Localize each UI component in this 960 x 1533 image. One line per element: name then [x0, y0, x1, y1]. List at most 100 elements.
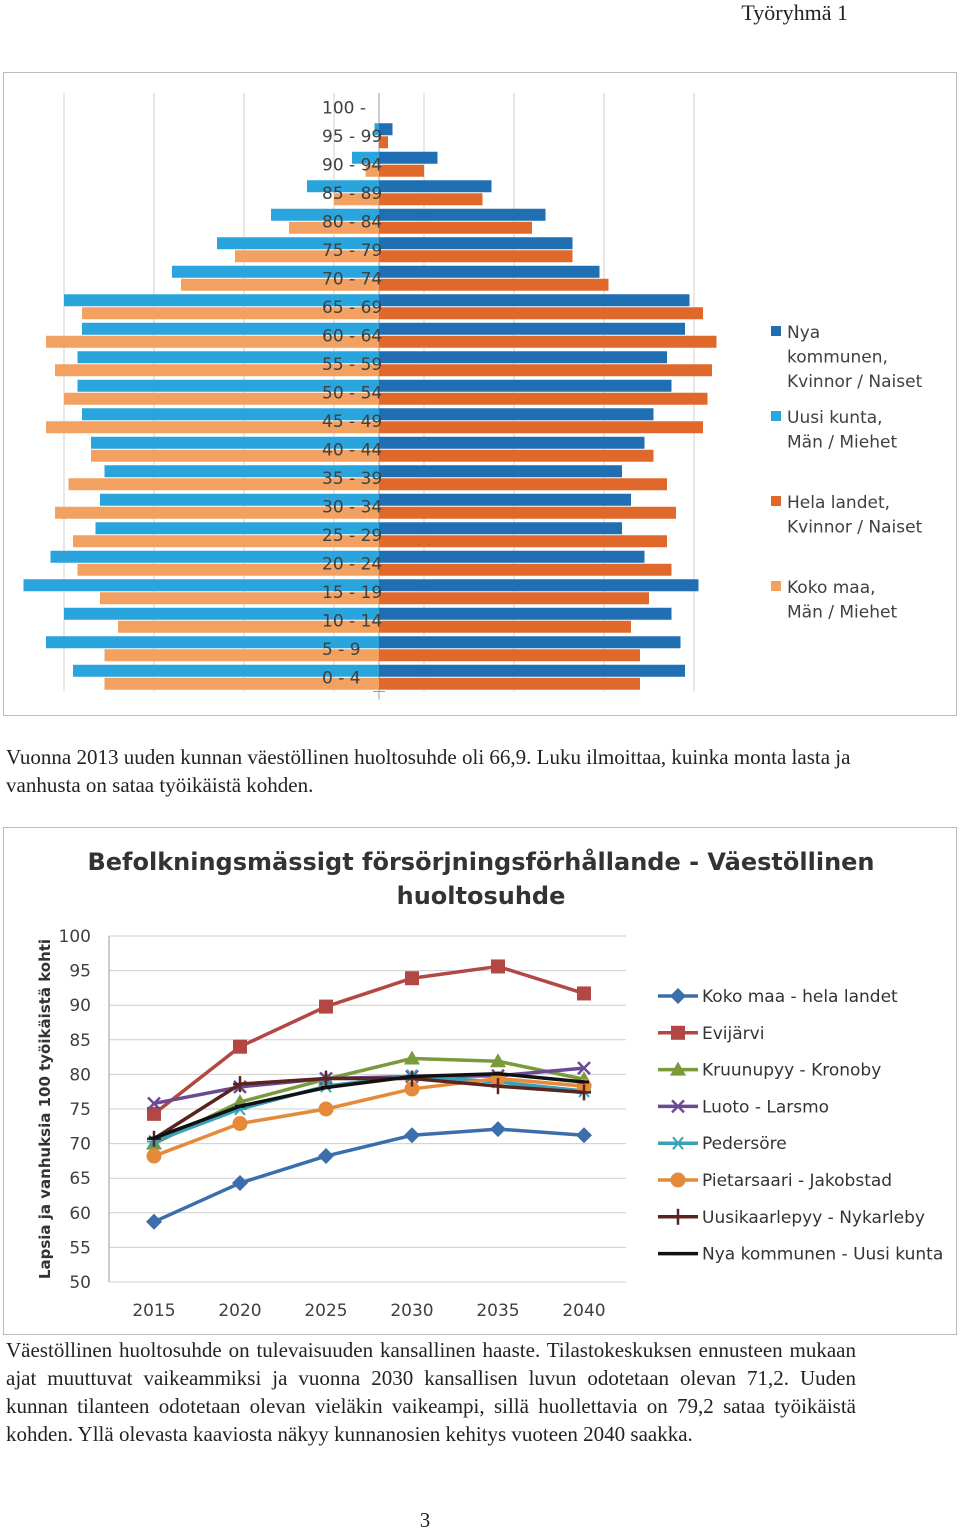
pyramid-bar [82, 307, 379, 320]
legend-label: Nya [787, 323, 820, 343]
y-tick-label: 95 [69, 962, 91, 982]
age-group-label: 65 - 69 [322, 298, 382, 318]
pyramid-bar [379, 351, 667, 364]
pyramid-bar [23, 579, 379, 592]
age-group-label: 10 - 14 [322, 611, 382, 631]
pyramid-bar [379, 421, 703, 434]
marker-x [577, 1061, 591, 1076]
marker-triangle [670, 1061, 686, 1076]
age-group-label: 75 - 79 [322, 241, 382, 261]
pyramid-bar [379, 620, 631, 633]
age-group-label: 5 - 9 [322, 640, 361, 660]
pyramid-bar [379, 237, 573, 250]
pyramid-bar [379, 164, 424, 177]
pyramid-bar [55, 364, 379, 377]
x-tick-label: 2015 [132, 1301, 175, 1321]
marker-diamond [318, 1148, 334, 1165]
y-tick-label: 60 [69, 1204, 91, 1224]
marker-diamond [232, 1175, 248, 1192]
pyramid-bar [379, 136, 388, 149]
age-group-label: 60 - 64 [322, 326, 382, 346]
legend-label: Kvinnor / Naiset [787, 372, 923, 392]
age-group-label: 35 - 39 [322, 469, 382, 489]
pyramid-bar [118, 620, 379, 633]
legend-marker [671, 1208, 685, 1225]
marker-circle [670, 1172, 686, 1188]
marker-square [233, 1039, 247, 1054]
legend-marker [671, 1099, 685, 1114]
data-point [146, 1213, 162, 1230]
pyramid-bar [379, 592, 649, 605]
legend-label: Nya kommunen - Uusi kunta [702, 1245, 943, 1265]
marker-circle [318, 1101, 334, 1117]
legend-marker [671, 1025, 685, 1040]
y-tick-label: 70 [69, 1135, 91, 1155]
data-point [491, 959, 505, 974]
data-point [232, 1116, 248, 1132]
pyramid-bar [379, 364, 712, 377]
pyramid-bar [91, 436, 379, 449]
legend-swatch [771, 496, 781, 506]
pyramid-bar [379, 436, 645, 449]
pyramid-bar [46, 421, 379, 434]
pyramid-bar [379, 563, 672, 576]
pyramid-bar [379, 307, 703, 320]
pyramid-bar [100, 493, 379, 506]
pyramid-bar [379, 221, 532, 234]
pyramid-bar [91, 449, 379, 462]
y-tick-label: 50 [69, 1273, 91, 1293]
data-point [233, 1076, 247, 1093]
pyramid-bar [379, 123, 393, 136]
pyramid-bar [289, 221, 379, 234]
legend-label: kommunen, [787, 348, 888, 368]
dependency-ratio-panel: Befolkningsmässigt försörjningsförhållan… [3, 827, 957, 1335]
age-group-label: 95 - 99 [322, 127, 382, 147]
data-point [147, 1096, 161, 1111]
x-tick-label: 2020 [218, 1301, 261, 1321]
legend-marker [670, 1061, 686, 1076]
marker-diamond [404, 1127, 420, 1144]
marker-diamond [576, 1127, 592, 1144]
page-number: 3 [419, 1508, 431, 1532]
data-point [490, 1121, 506, 1138]
pyramid-bar [379, 522, 622, 535]
y-tick-label: 65 [69, 1169, 91, 1189]
pyramid-bar [104, 649, 379, 662]
pyramid-bar [307, 180, 379, 193]
data-point [577, 1084, 591, 1101]
age-group-label: 80 - 84 [322, 212, 382, 232]
pyramid-bar [379, 294, 690, 307]
marker-circle [146, 1148, 162, 1164]
marker-square [577, 986, 591, 1001]
pyramid-bar [73, 535, 379, 548]
pyramid-bar [82, 322, 379, 335]
x-tick-label: 2030 [390, 1301, 433, 1321]
series-line [152, 964, 585, 1116]
y-axis-title: Lapsia ja vanhuksia 100 työikäistä kohti [36, 939, 54, 1279]
pyramid-bar [172, 265, 379, 278]
pyramid-bar [82, 408, 379, 421]
age-group-label: 85 - 89 [322, 184, 382, 204]
age-group-label: 15 - 19 [322, 583, 382, 603]
x-tick-label: 2035 [476, 1301, 519, 1321]
pyramid-bar [104, 465, 379, 478]
marker-diamond [670, 988, 686, 1004]
pyramid-bar [379, 493, 631, 506]
marker-square [491, 959, 505, 974]
pyramid-bar [55, 506, 379, 519]
age-group-label: 25 - 29 [322, 526, 382, 546]
y-tick-label: 90 [69, 996, 91, 1016]
marker-x [147, 1096, 161, 1111]
pyramid-bar [181, 278, 379, 291]
pyramid-bar [379, 322, 685, 335]
data-point [405, 971, 419, 986]
data-point [319, 999, 333, 1014]
pyramid-bar [379, 636, 681, 649]
pyramid-bar [379, 550, 645, 563]
pyramid-bar [68, 478, 379, 491]
pyramid-bar [379, 278, 609, 291]
legend-label: Koko maa - hela landet [702, 987, 898, 1007]
age-group-label: 70 - 74 [322, 269, 382, 289]
legend-label: Hela landet, [787, 493, 890, 513]
pyramid-bar [374, 123, 379, 136]
